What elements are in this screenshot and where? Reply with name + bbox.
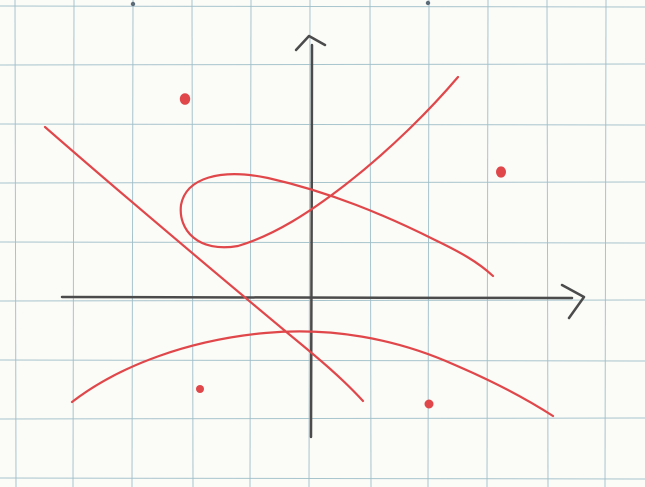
grid-vertical-line [308,0,311,487]
hole-punch-right [425,0,431,6]
grid-vertical-line [486,0,489,487]
grid-horizontal-line [0,417,645,420]
y-axis-arrowhead [294,34,327,52]
grid-vertical-line [72,0,75,487]
grid-horizontal-line [0,5,645,8]
grid-vertical-line [14,0,17,487]
grid-horizontal-line [0,299,645,302]
grid-vertical-line [191,0,194,487]
grid-horizontal-line [0,477,645,480]
grid-horizontal-line [0,63,645,66]
descending-straight-line [43,125,365,403]
grid-vertical-line [369,0,372,487]
y-axis-line [309,43,314,439]
dot-right [496,166,506,178]
downward-opening-arc [70,330,555,418]
grid-vertical-line [546,0,549,487]
grid-horizontal-line [0,181,645,184]
x-axis-line [60,295,574,300]
hole-punch-marks [130,0,431,7]
grid-vertical-line [131,0,134,487]
loop-curve [179,75,495,278]
curves [43,75,555,418]
dot-lower-left [196,385,204,393]
dot-upper-left [179,93,191,105]
points [179,93,506,409]
grid-horizontal-line [0,123,645,126]
grid-horizontal-line [0,241,645,244]
dot-lower-middle [424,399,434,409]
grid-horizontal-line [0,359,645,362]
grid-vertical-line [249,0,252,487]
grid-vertical-line [604,0,607,487]
x-axis-arrowhead [560,283,586,320]
axes [60,34,586,439]
hole-punch-left [130,1,136,7]
